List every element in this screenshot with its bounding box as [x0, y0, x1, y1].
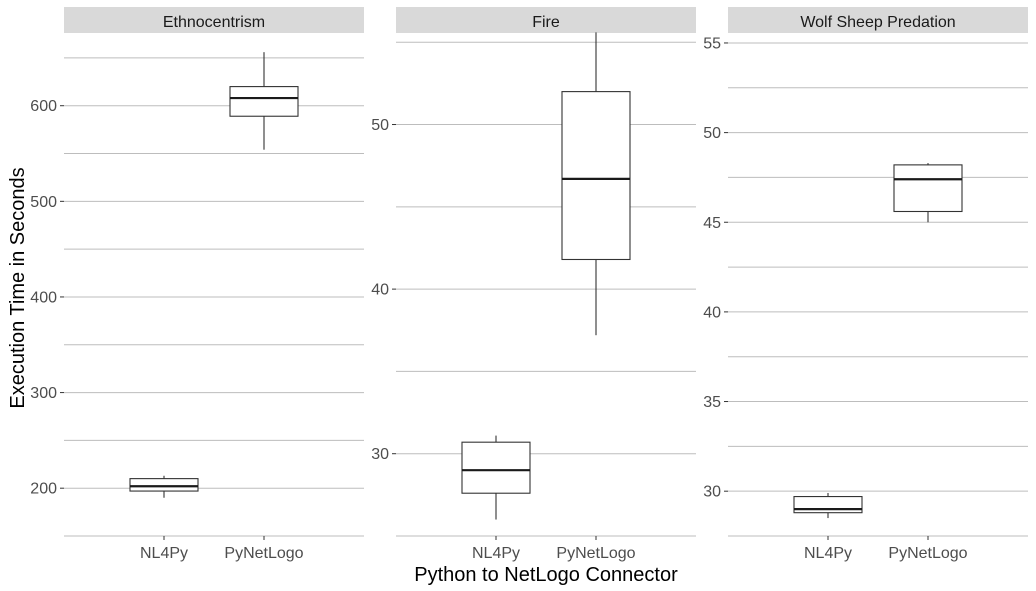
facet-title: Ethnocentrism [163, 14, 265, 31]
y-tick-label: 500 [30, 194, 57, 211]
facet-title: Wolf Sheep Predation [800, 14, 955, 31]
y-tick-label: 50 [371, 117, 389, 134]
y-tick-label: 600 [30, 98, 57, 115]
facet-strip [64, 7, 364, 33]
interquartile-box [893, 164, 963, 213]
facet-panel: Fire 30 40 50 NL4Py PyNetLogo [371, 7, 696, 562]
y-tick-label: 55 [703, 35, 721, 52]
interquartile-box [793, 496, 863, 514]
x-tick-label: NL4Py [472, 545, 520, 562]
interquartile-box [561, 91, 631, 261]
x-tick-label: NL4Py [804, 545, 852, 562]
y-tick-label: 40 [703, 304, 721, 321]
y-tick-label: 200 [30, 481, 57, 498]
interquartile-box [461, 441, 531, 494]
boxplot-nl4py [461, 435, 531, 520]
y-tick-label: 40 [371, 282, 389, 299]
boxplot-nl4py [129, 475, 199, 498]
interquartile-box [229, 86, 299, 117]
facet-strip [396, 7, 696, 33]
x-tick-label: PyNetLogo [224, 545, 303, 562]
boxplot-pynetlogo [229, 52, 299, 150]
x-tick-label: PyNetLogo [888, 545, 967, 562]
y-tick-label: 400 [30, 289, 57, 306]
boxplot-nl4py [793, 492, 863, 519]
y-tick-label: 50 [703, 125, 721, 142]
facet-title: Fire [532, 14, 560, 31]
interquartile-box [129, 478, 199, 492]
y-tick-label: 35 [703, 394, 721, 411]
boxplot-pynetlogo [561, 32, 631, 336]
x-tick-label: PyNetLogo [556, 545, 635, 562]
y-tick-label: 30 [371, 446, 389, 463]
y-tick-label: 45 [703, 215, 721, 232]
facet-strip [728, 7, 1028, 33]
x-tick-label: NL4Py [140, 545, 188, 562]
y-tick-label: 300 [30, 385, 57, 402]
y-tick-label: 30 [703, 484, 721, 501]
facet-panel: Ethnocentrism 200 300 400 500 600 NL4Py PyNetLo… [30, 7, 364, 562]
y-axis-title: Execution Time in Seconds [7, 167, 29, 408]
facet-panel: Wolf Sheep Predation 30 35 40 45 50 55 NL4Py PyN… [703, 7, 1028, 562]
x-axis-title: Python to NetLogo Connector [414, 564, 678, 586]
boxplot-pynetlogo [893, 163, 963, 223]
